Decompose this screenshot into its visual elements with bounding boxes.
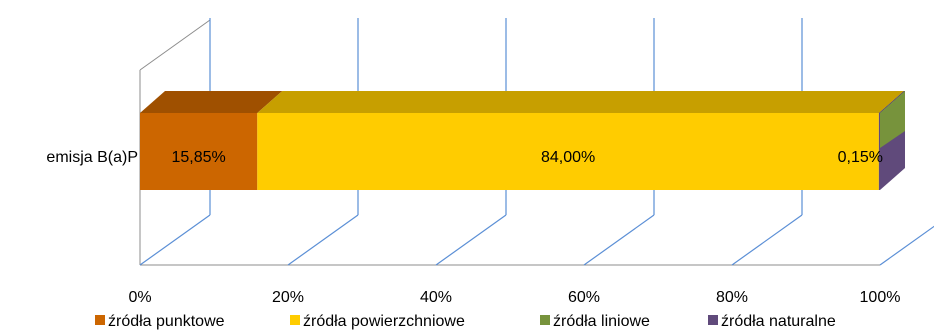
legend-item: źródła powierzchniowe <box>290 312 465 331</box>
gridline-floor-1 <box>287 214 359 266</box>
gridline-floor-0 <box>139 214 211 266</box>
gridline-floor-4 <box>731 214 803 266</box>
gridline-floor-2 <box>435 214 507 266</box>
bar-side-face-accent <box>880 91 905 148</box>
legend-item: źródła liniowe <box>540 312 650 331</box>
data-label-0: 15,85% <box>172 149 226 166</box>
legend-swatch <box>95 315 105 325</box>
bar-top-3 <box>878 91 905 113</box>
legend-swatch <box>290 315 300 325</box>
bar-segment-0 <box>140 113 258 190</box>
data-labels: 15,85% 84,00% 0,15% <box>172 149 883 166</box>
legend-swatch <box>540 315 550 325</box>
x-tick-label: 0% <box>128 289 151 306</box>
legend-label: źródła naturalne <box>721 313 836 330</box>
data-label-3: 0,15% <box>838 149 883 166</box>
bar-top-0 <box>140 91 283 113</box>
bar-top-1 <box>257 91 904 113</box>
x-tick-label: 100% <box>860 289 901 306</box>
legend-item: źródła punktowe <box>95 312 225 331</box>
legend-swatch <box>708 315 718 325</box>
x-tick-label: 40% <box>420 289 452 306</box>
legend: źródła punktowe źródła powierzchniowe źród… <box>0 312 934 331</box>
legend-item: źródła naturalne <box>708 312 836 331</box>
gridline-floor-5 <box>879 225 934 266</box>
side-wall-top-edge <box>139 19 211 71</box>
bar-segments <box>140 91 905 190</box>
data-label-1: 84,00% <box>541 149 595 166</box>
legend-label: źródła liniowe <box>553 313 650 330</box>
x-axis-ticks: 0% 20% 40% 60% 80% 100% <box>128 289 900 306</box>
x-tick-label: 80% <box>716 289 748 306</box>
bar-segment-1 <box>257 113 879 190</box>
x-tick-label: 60% <box>568 289 600 306</box>
category-label: emisja B(a)P <box>46 149 138 166</box>
bar-segment-3 <box>878 113 880 190</box>
gridline-floor-3 <box>583 214 655 266</box>
x-tick-label: 20% <box>272 289 304 306</box>
legend-label: źródła powierzchniowe <box>303 313 465 330</box>
legend-label: źródła punktowe <box>108 313 225 330</box>
